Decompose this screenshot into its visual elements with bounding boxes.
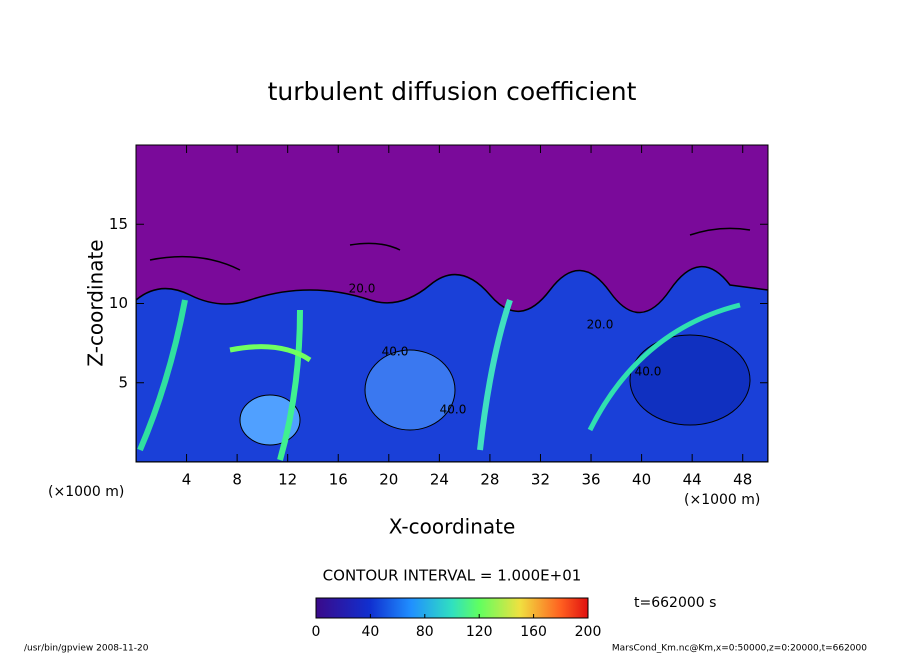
x-tick-label: 4: [182, 471, 192, 489]
y-tick-label: 15: [109, 215, 128, 233]
contour-label: 40.0: [382, 345, 409, 359]
y-tick-label: 5: [118, 373, 128, 391]
y-tick-label: 10: [109, 294, 128, 312]
y-axis-label: Z-coordinate: [84, 239, 108, 366]
contour-label: 40.0: [635, 365, 662, 379]
contour-label: 20.0: [349, 282, 376, 296]
colorbar-tick-label: 160: [520, 624, 547, 640]
x-tick-label: 24: [430, 471, 449, 489]
colorbar-tick-label: 200: [575, 624, 602, 640]
colorbar-tick-label: 80: [416, 624, 434, 640]
contour-label: 40.0: [440, 403, 467, 417]
x-tick-label: 32: [531, 471, 550, 489]
x-tick-label: 40: [632, 471, 651, 489]
colorbar-tick-label: 0: [312, 624, 321, 640]
x-tick-label: 8: [232, 471, 242, 489]
chart-title: turbulent diffusion coefficient: [268, 77, 637, 106]
footer-right: MarsCond_Km.nc@Km,x=0:50000,z=0:20000,t=…: [612, 644, 867, 654]
x-unit-label: (×1000 m): [48, 484, 124, 500]
colorbar: [315, 597, 589, 619]
time-label: t=662000 s: [634, 595, 716, 611]
colorbar-tick-label: 120: [466, 624, 493, 640]
contour-label: 20.0: [587, 318, 614, 332]
x-tick-label: 48: [733, 471, 752, 489]
x-tick-label: 12: [278, 471, 297, 489]
colorbar-tick-label: 40: [361, 624, 379, 640]
x-tick-label: 44: [683, 471, 702, 489]
contour-field: [136, 145, 768, 462]
x-tick-label: 20: [379, 471, 398, 489]
x-tick-label: 16: [329, 471, 348, 489]
x-tick-label: 28: [480, 471, 499, 489]
contour-interval: CONTOUR INTERVAL = 1.000E+01: [323, 567, 582, 585]
footer-left: /usr/bin/gpview 2008-11-20: [24, 644, 149, 654]
x-unit-label: (×1000 m): [684, 492, 760, 508]
x-tick-label: 36: [581, 471, 600, 489]
x-axis-label: X-coordinate: [389, 515, 516, 539]
